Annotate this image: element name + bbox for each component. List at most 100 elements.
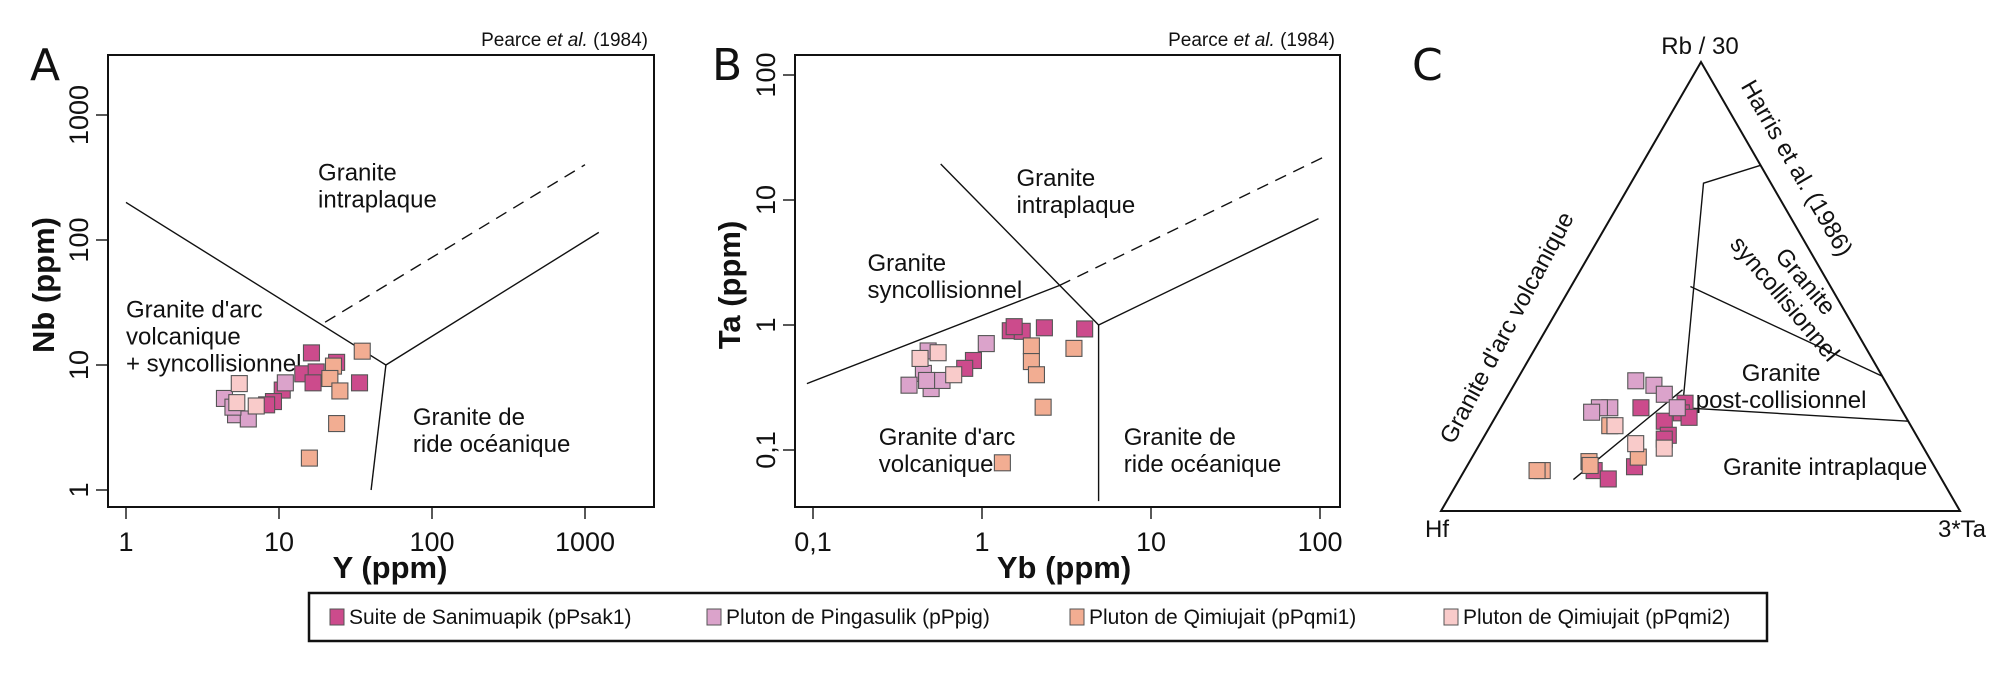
region-label-line: Granite <box>318 159 397 186</box>
field-boundary-b <box>806 284 1060 385</box>
legend: Suite de Sanimuapik (pPsak1) Pluton de Pi… <box>307 591 1769 643</box>
x-tick-label-b: 100 <box>1297 527 1342 557</box>
data-point-a <box>304 374 322 392</box>
legend-item: Pluton de Qimiujait (pPqmi2) <box>1443 606 1730 629</box>
y-tick-label-b: 100 <box>751 52 781 97</box>
data-point-c <box>1528 462 1546 480</box>
x-tick-label-b: 1 <box>974 527 989 557</box>
data-point-a <box>300 449 318 467</box>
data-point-c <box>1627 372 1645 390</box>
y-tick-label-a: 10 <box>64 350 94 380</box>
x-axis-title-a: Y (ppm) <box>333 550 448 585</box>
data-point-b <box>993 454 1011 472</box>
data-point-b <box>1034 398 1052 416</box>
x-tick-label-a: 100 <box>409 527 454 557</box>
x-tick-label-b: 10 <box>1136 527 1166 557</box>
data-point-b <box>1076 320 1094 338</box>
data-point-a <box>230 375 248 393</box>
y-tick-label-b: 0,1 <box>751 431 781 469</box>
region-label-line: ride océanique <box>413 431 570 458</box>
region-label-line: Granite de <box>1124 424 1236 451</box>
data-point-a <box>353 342 371 360</box>
data-point-c <box>1606 417 1624 435</box>
panel-label-c: C <box>1412 40 1443 91</box>
region-label-line: Granite d'arc <box>879 424 1016 451</box>
panel-b: B Pearce et al. (1984) Yb (ppm) Ta (ppm)… <box>712 30 1343 585</box>
data-point-a <box>247 397 265 415</box>
region-label-line: Granite intraplaque <box>1723 454 1927 481</box>
region-label-b: Granite intraplaque <box>1016 165 1135 219</box>
data-point-c <box>1668 399 1686 417</box>
legend-label: Pluton de Qimiujait (pPqmi1) <box>1089 606 1356 629</box>
citation-a: Pearce et al. (1984) <box>481 30 648 51</box>
region-label-a: Granite de ride océanique <box>413 404 570 458</box>
region-label-line: volcanique <box>126 323 241 350</box>
data-point-b <box>1022 337 1040 355</box>
region-label-b: Granite de ride océanique <box>1124 424 1281 478</box>
data-point-a <box>302 344 321 362</box>
data-point-c <box>1627 435 1645 453</box>
region-label-line: ride océanique <box>1124 451 1281 478</box>
data-point-b <box>1065 339 1083 357</box>
legend-box <box>307 591 1769 643</box>
data-point-b <box>918 371 936 390</box>
citation-b: Pearce et al. (1984) <box>1168 30 1335 51</box>
ternary-triangle <box>1439 60 1962 512</box>
x-tick-label-a: 1 <box>118 527 133 557</box>
field-boundary-c <box>1690 285 1883 377</box>
region-label-line: post-collisionnel <box>1696 387 1867 414</box>
x-tick-label-a: 10 <box>264 527 294 557</box>
region-label-line: intraplaque <box>318 186 437 213</box>
region-label-b: Granite d'arc volcanique <box>879 424 1016 478</box>
region-label-c: Granite intraplaque <box>1723 454 1927 481</box>
region-label-line: Granite <box>867 250 946 277</box>
region-label-line: Granite d'arc <box>126 296 263 323</box>
region-label-line: syncollisionnel <box>867 277 1022 304</box>
data-point-b <box>1005 318 1023 336</box>
legend-item: Pluton de Pingasulik (pPpig) <box>706 606 990 629</box>
field-boundary-b <box>1059 155 1326 287</box>
plot-frame-a <box>107 54 655 508</box>
field-boundary-a <box>324 164 586 323</box>
data-point-b <box>1035 319 1053 337</box>
legend-item: Pluton de Qimiujait (pPqmi1) <box>1069 606 1356 629</box>
region-label-c: Granite post-collisionnel <box>1696 360 1867 414</box>
data-point-a <box>350 374 369 392</box>
data-point-a <box>331 382 349 400</box>
data-point-b <box>929 344 947 362</box>
panel-label-a: A <box>30 40 60 91</box>
data-point-a <box>328 415 346 433</box>
legend-label: Pluton de Pingasulik (pPpig) <box>726 606 990 629</box>
y-tick-label-a: 1000 <box>64 85 94 145</box>
data-point-b <box>1027 366 1046 384</box>
legend-swatch <box>329 608 345 626</box>
legend-swatch <box>1443 608 1459 626</box>
panel-a: A Pearce et al. (1984) Y (ppm) Nb (ppm) … <box>26 30 655 585</box>
panel-label-b: B <box>712 40 742 91</box>
region-label-line: Granite <box>1742 360 1821 387</box>
data-point-b <box>900 376 918 394</box>
apex-label-left: Hf <box>1425 516 1449 543</box>
x-axis-title-b: Yb (ppm) <box>997 550 1131 585</box>
legend-swatch <box>1069 608 1085 626</box>
y-tick-label-a: 1 <box>64 482 94 497</box>
y-tick-label-b: 10 <box>751 185 781 215</box>
data-point-c <box>1581 456 1599 475</box>
y-tick-label-a: 100 <box>64 217 94 262</box>
y-axis-title-b: Ta (ppm) <box>712 221 747 350</box>
region-label-line: intraplaque <box>1016 192 1135 219</box>
region-label-b: Granite syncollisionnel <box>867 250 1022 304</box>
region-label-line: + syncollisionnel <box>126 350 301 377</box>
y-axis-title-a: Nb (ppm) <box>26 217 61 353</box>
field-boundary-a <box>370 364 387 491</box>
region-label-a: Granite intraplaque <box>318 159 437 213</box>
legend-label: Suite de Sanimuapik (pPsak1) <box>349 606 632 629</box>
region-label-line: Granite <box>1016 165 1095 192</box>
data-point-b <box>977 335 995 353</box>
legend-label: Pluton de Qimiujait (pPqmi2) <box>1463 606 1730 629</box>
data-point-c <box>1599 470 1617 488</box>
apex-label-top: Rb / 30 <box>1661 33 1738 60</box>
data-point-c <box>1655 439 1673 457</box>
data-point-c <box>1632 399 1650 417</box>
